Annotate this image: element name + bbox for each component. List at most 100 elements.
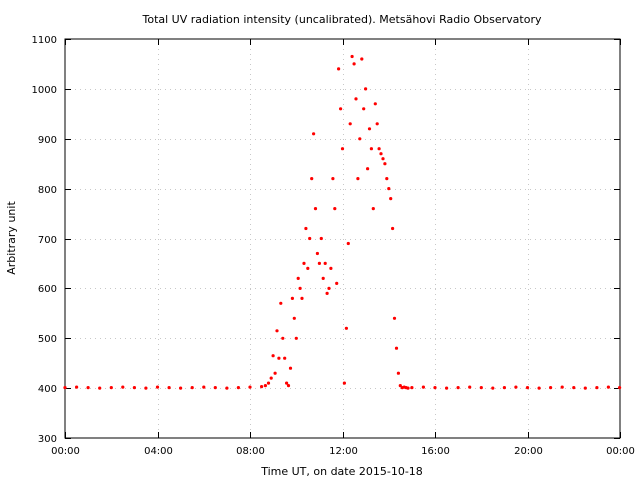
- data-point: [313, 207, 318, 211]
- data-point: [335, 281, 339, 285]
- data-point: [121, 385, 125, 389]
- data-point: [396, 371, 400, 375]
- data-point: [421, 385, 425, 389]
- data-point: [296, 276, 300, 280]
- data-point: [373, 102, 377, 106]
- data-point: [560, 385, 564, 389]
- data-point: [312, 132, 316, 136]
- data-point: [371, 207, 375, 211]
- x-tick-label: 20:00: [514, 446, 543, 457]
- data-point: [379, 152, 383, 156]
- data-point: [377, 147, 381, 151]
- data-point: [248, 385, 252, 389]
- data-point: [392, 316, 397, 320]
- data-point: [319, 236, 323, 241]
- data-point: [279, 301, 283, 305]
- data-point: [367, 127, 372, 131]
- data-point: [315, 251, 319, 256]
- data-point: [606, 385, 611, 389]
- data-point: [595, 386, 599, 390]
- data-point: [491, 386, 495, 390]
- data-points: [63, 54, 622, 390]
- data-point: [288, 366, 293, 370]
- data-point: [350, 54, 354, 59]
- data-point: [387, 187, 391, 191]
- data-point: [86, 386, 90, 390]
- data-point: [364, 87, 368, 91]
- data-point: [225, 386, 229, 390]
- x-tick-label: 08:00: [236, 446, 265, 457]
- data-point: [352, 62, 356, 66]
- data-point: [63, 386, 67, 390]
- data-point: [300, 296, 304, 300]
- data-point: [109, 386, 113, 390]
- data-point: [213, 386, 217, 390]
- data-point: [271, 354, 275, 358]
- chart-title: Total UV radiation intensity (uncalibrat…: [142, 13, 542, 26]
- data-point: [502, 386, 506, 390]
- y-axis-tick-labels: 300 400 500 600 700 800 900 1000 1100: [32, 35, 57, 445]
- data-point: [179, 386, 183, 390]
- data-point: [132, 386, 136, 390]
- data-point: [329, 266, 333, 270]
- data-point: [302, 261, 306, 265]
- data-point: [155, 385, 160, 389]
- data-point: [456, 386, 460, 390]
- data-point: [433, 386, 437, 390]
- data-point: [389, 197, 393, 201]
- y-tick-label: 400: [38, 384, 57, 395]
- data-point: [366, 167, 370, 171]
- data-point: [468, 385, 472, 389]
- y-tick-label: 300: [38, 434, 57, 445]
- data-point: [292, 316, 296, 320]
- data-point: [290, 296, 294, 300]
- data-point: [340, 147, 345, 151]
- data-point: [618, 386, 622, 390]
- data-point: [342, 381, 346, 385]
- data-point: [356, 177, 360, 181]
- data-point: [236, 386, 240, 390]
- y-tick-label: 1100: [32, 35, 57, 46]
- data-point: [549, 386, 553, 390]
- x-tick-label: 04:00: [144, 446, 173, 457]
- data-point: [304, 226, 308, 231]
- data-point: [479, 386, 483, 390]
- data-point: [375, 122, 379, 126]
- data-point: [362, 107, 366, 111]
- data-point: [394, 346, 399, 350]
- data-point: [321, 276, 325, 280]
- data-point: [327, 286, 331, 290]
- x-tick-label: 00:00: [51, 446, 80, 457]
- data-point: [381, 157, 385, 161]
- data-point: [445, 386, 449, 390]
- data-point: [583, 386, 587, 390]
- data-point: [398, 384, 402, 388]
- data-point: [202, 385, 206, 389]
- data-point: [281, 336, 285, 340]
- data-point: [383, 162, 387, 166]
- data-point: [298, 286, 302, 290]
- data-point: [75, 385, 79, 389]
- data-point: [277, 356, 281, 360]
- data-point: [275, 329, 279, 333]
- data-point: [333, 207, 337, 211]
- x-tick-label: 16:00: [421, 446, 450, 457]
- data-point: [537, 386, 541, 390]
- data-point: [260, 385, 264, 389]
- data-point: [306, 266, 310, 270]
- data-point: [273, 371, 277, 375]
- data-point: [358, 137, 362, 141]
- data-point: [98, 386, 102, 390]
- data-point: [360, 57, 364, 61]
- data-point: [572, 386, 576, 390]
- x-axis-label: Time UT, on date 2015-10-18: [260, 465, 423, 478]
- data-point: [354, 97, 358, 101]
- data-point: [285, 381, 289, 385]
- y-tick-label: 700: [38, 235, 57, 246]
- y-tick-label: 900: [38, 135, 57, 146]
- data-point: [310, 177, 314, 181]
- data-point: [294, 336, 298, 340]
- data-point: [286, 384, 291, 388]
- x-tick-label: 12:00: [329, 446, 358, 457]
